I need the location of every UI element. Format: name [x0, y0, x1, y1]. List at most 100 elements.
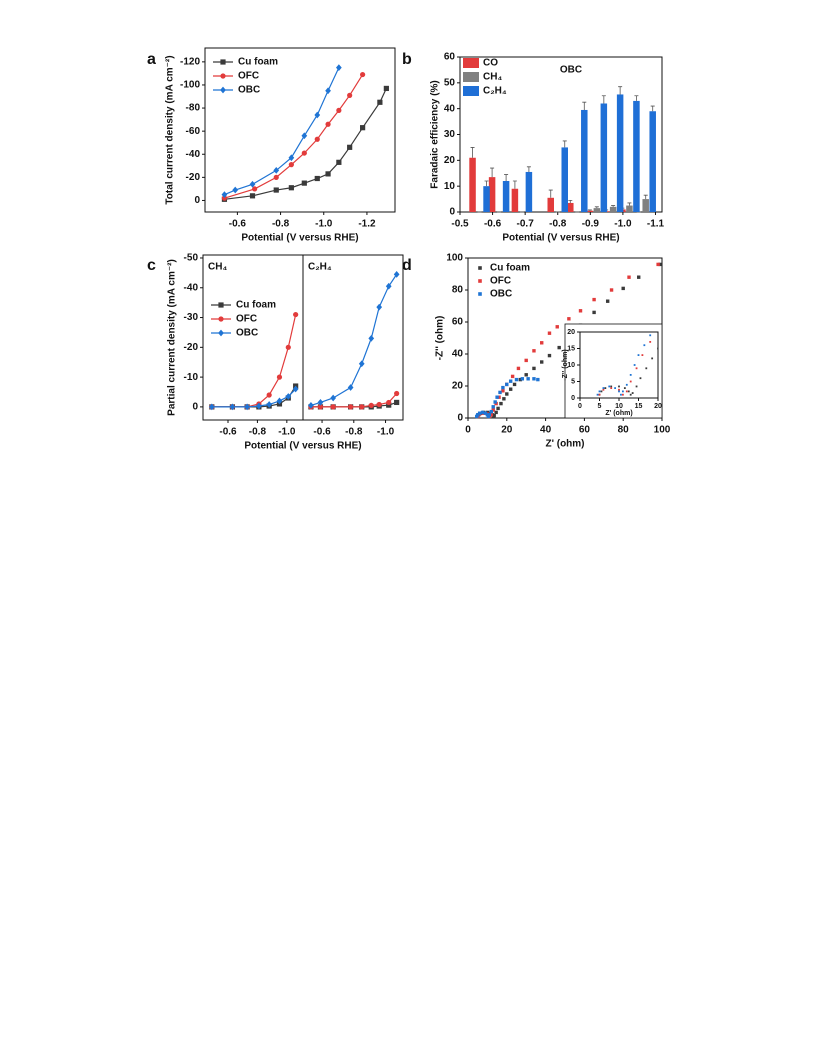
data-point: [536, 377, 540, 382]
x-tick-label: -1.0: [614, 219, 632, 230]
data-point: [360, 71, 366, 78]
inset-y-label: -Z'' (ohm): [562, 349, 569, 380]
x-tick-label: 5: [598, 403, 602, 410]
bar: [581, 109, 588, 212]
y-axis-label: Partial current density (mA cm⁻²): [167, 259, 178, 416]
data-point: [512, 382, 517, 387]
x-tick-label: 10: [615, 403, 623, 410]
data-point: [377, 99, 383, 105]
data-point: [330, 404, 336, 410]
data-point: [508, 379, 513, 383]
y-tick-label: -10: [184, 372, 199, 383]
panel-letter: b: [402, 51, 412, 68]
error-bar: [490, 167, 495, 178]
data-point: [609, 288, 614, 292]
data-point: [665, 338, 667, 340]
data-point: [497, 395, 501, 399]
data-point: [700, 316, 702, 318]
data-point: [627, 275, 631, 279]
data-point: [649, 341, 652, 343]
data-point: [635, 385, 638, 388]
data-point: [386, 399, 392, 406]
x-tick-label: -0.6: [313, 427, 331, 438]
data-point: [491, 408, 495, 412]
data-point: [598, 393, 601, 396]
data-point: [596, 393, 599, 396]
data-point: [314, 175, 320, 182]
legend-swatch: [463, 58, 479, 68]
x-tick-label: 15: [635, 403, 643, 410]
data-point: [266, 401, 273, 408]
y-tick-label: 20: [444, 155, 456, 166]
data-point: [359, 404, 365, 410]
x-axis-label: Z' (ohm): [545, 439, 584, 450]
data-point: [547, 353, 552, 358]
data-point: [330, 394, 337, 402]
data-point: [635, 367, 638, 370]
data-point: [491, 405, 495, 409]
legend-marker: [220, 86, 226, 94]
bar: [616, 94, 624, 212]
series-line: [211, 388, 297, 408]
data-point: [639, 377, 642, 380]
data-point: [681, 295, 683, 297]
x-tick-label: 0: [578, 403, 582, 410]
y-tick-label: 0: [571, 395, 575, 402]
data-point: [547, 331, 552, 335]
data-point: [314, 111, 321, 119]
data-point: [514, 377, 519, 382]
legend-label: OBC: [238, 85, 260, 96]
data-point: [782, 193, 784, 195]
data-point: [256, 402, 262, 410]
data-point: [625, 390, 628, 393]
x-tick-label: 20: [654, 403, 662, 410]
legend-label: CH₄: [483, 72, 502, 83]
error-bar: [512, 180, 517, 189]
error-bar: [618, 86, 623, 95]
panel-letter: c: [147, 257, 156, 274]
legend-label: Cu foam: [238, 57, 278, 68]
data-point: [508, 387, 513, 391]
legend-label: OFC: [236, 314, 257, 325]
data-point: [308, 402, 314, 409]
data-point: [629, 380, 632, 383]
data-point: [600, 390, 603, 393]
data-point: [293, 311, 299, 318]
data-point: [232, 186, 239, 194]
y-tick-label: -60: [186, 126, 201, 137]
data-point: [688, 316, 690, 318]
data-point: [524, 358, 528, 363]
x-axis-label: Potential (V versus RHE): [244, 441, 361, 452]
data-point: [602, 387, 605, 389]
data-point: [633, 364, 636, 366]
y-tick-label: -100: [180, 80, 200, 91]
data-point: [348, 404, 354, 410]
data-point: [532, 366, 536, 371]
y-tick-label: 10: [567, 362, 575, 369]
data-point: [608, 385, 611, 388]
data-point: [592, 297, 596, 302]
x-tick-label: -0.8: [549, 219, 567, 230]
legend-swatch: [463, 86, 479, 96]
data-point: [622, 393, 624, 396]
data-point: [727, 282, 729, 284]
data-point: [317, 399, 324, 406]
data-point: [555, 325, 559, 329]
data-point: [657, 347, 658, 350]
data-point: [631, 392, 634, 394]
error-bar: [611, 205, 616, 207]
y-tick-label: 60: [452, 317, 464, 328]
data-point: [622, 390, 624, 393]
legend-marker: [478, 279, 482, 283]
x-tick-label: -0.5: [451, 219, 469, 230]
y-tick-label: 20: [452, 381, 464, 392]
bar: [642, 199, 649, 212]
legend-marker: [218, 329, 224, 337]
x-axis-label: Potential (V versus RHE): [241, 233, 358, 244]
bar: [593, 208, 601, 212]
bar: [649, 111, 656, 212]
data-point: [532, 349, 536, 353]
inset-background: [564, 323, 663, 419]
bar: [483, 186, 490, 212]
data-point: [314, 136, 320, 142]
